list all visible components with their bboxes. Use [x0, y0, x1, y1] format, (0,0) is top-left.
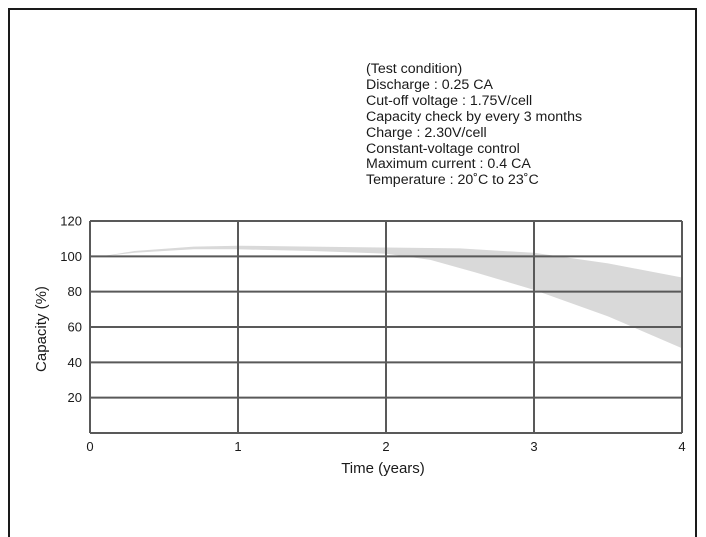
x-axis-label: Time (years)	[341, 460, 425, 477]
condition-max-current: Maximum current : 0.4 CA	[366, 156, 531, 173]
y-tick-label: 100	[60, 249, 82, 264]
x-tick-label: 1	[234, 439, 241, 454]
x-tick-label: 0	[86, 439, 93, 454]
y-tick-label: 120	[60, 214, 82, 229]
y-tick-label: 80	[68, 284, 82, 299]
condition-heading: (Test condition)	[366, 61, 463, 77]
condition-discharge: Discharge : 0.25 CA	[366, 76, 493, 93]
condition-temperature: Temperature : 20˚C to 23˚C	[366, 172, 539, 189]
y-axis-label: Capacity (%)	[33, 286, 50, 372]
condition-charge: Charge : 2.30V/cell	[366, 124, 487, 141]
grid-layer	[89, 220, 683, 434]
y-tick-label: 20	[68, 390, 82, 405]
condition-cutoff-voltage: Cut-off voltage : 1.75V/cell	[366, 92, 533, 109]
condition-capacity-check: Capacity check by every 3 months	[366, 108, 583, 125]
x-tick-label: 3	[530, 439, 537, 454]
tick-label-layer: 20 40 60 80 100 120 0 1 2 3 4	[60, 214, 685, 455]
test-conditions-block: (Test condition) Discharge : 0.25 CA Cut…	[366, 61, 583, 189]
y-tick-label: 60	[68, 320, 82, 335]
condition-control: Constant-voltage control	[366, 140, 520, 157]
y-tick-label: 40	[68, 355, 82, 370]
capacity-band-0	[101, 245, 683, 349]
x-tick-label: 2	[382, 439, 389, 454]
x-tick-label: 4	[678, 439, 685, 454]
capacity-band-layer	[101, 245, 683, 349]
